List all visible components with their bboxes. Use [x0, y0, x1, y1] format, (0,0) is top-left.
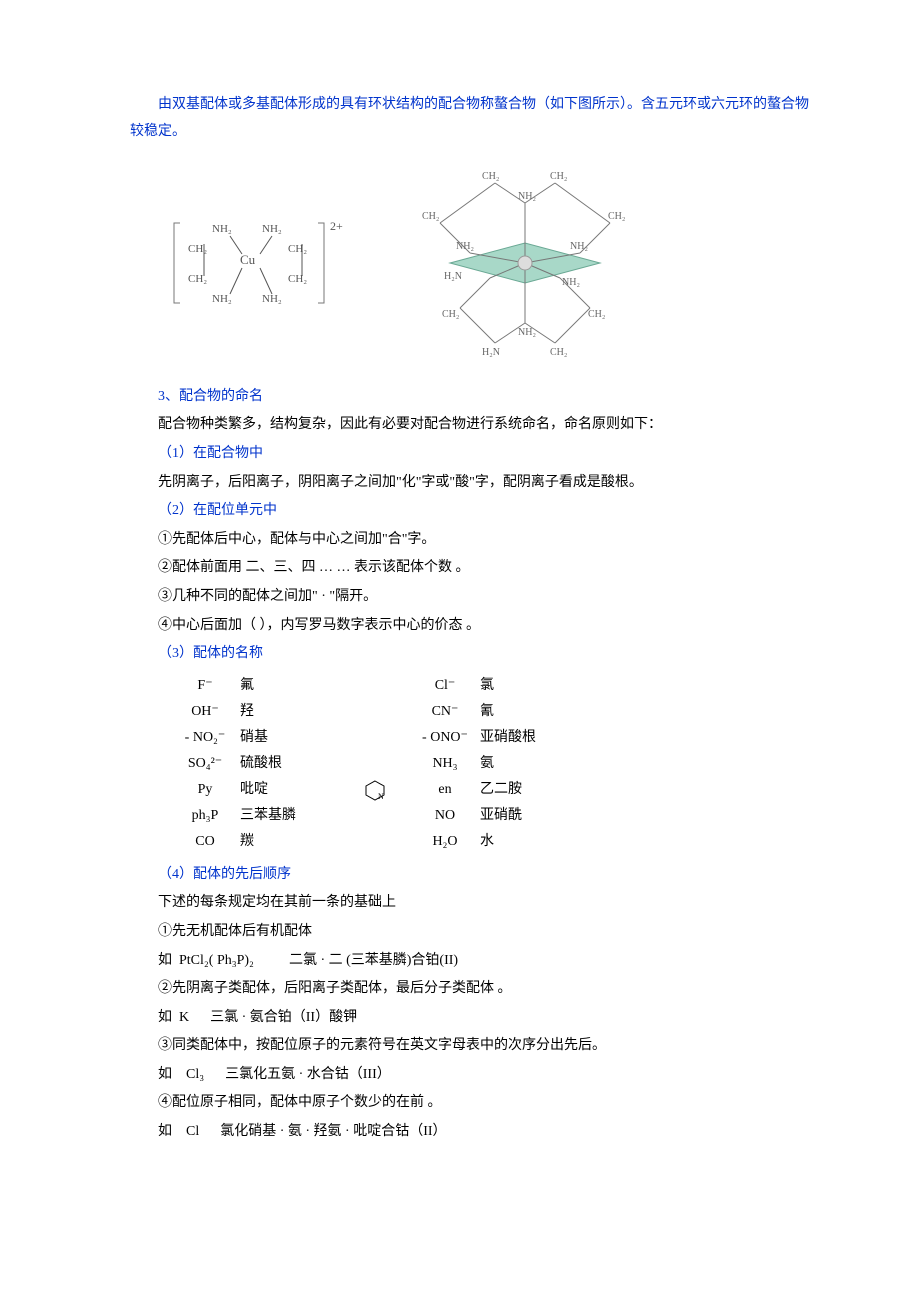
svg-text:NH₂: NH₂ [212, 293, 232, 305]
ligand-name: 乙二胺 [480, 777, 550, 804]
svg-text:NH₂: NH₂ [518, 327, 536, 338]
ligand-row: SO₄²⁻硫酸根 NH₃氨 [170, 752, 810, 778]
s4-rule: ①先无机配体后有机配体 [130, 919, 810, 946]
ligand-row: Py吡啶 Nen乙二胺 [170, 778, 810, 804]
s4-rule: ③同类配体中，按配位原子的元素符号在英文字母表中的次序分出先后。 [130, 1033, 810, 1060]
svg-text:H₂N: H₂N [482, 347, 500, 358]
sec3-s2-item-2: ③几种不同的配体之间加" · "隔开。 [130, 584, 810, 611]
figure-row: 2+ NH₂ NH₂ CH₂ CH₂ Cu CH₂ CH₂ NH₂ NH₂ [160, 163, 810, 374]
s4-example: 如 K 三氯 · 氨合铂（II）酸钾 [130, 1005, 810, 1032]
sec3-s2-title: （2）在配位单元中 [130, 498, 810, 525]
ligand-name: 水 [480, 829, 550, 856]
ligand-name: 氯 [480, 673, 550, 700]
page: 由双基配体或多基配体形成的具有环状结构的配合物称螯合物（如下图所示）。含五元环或… [0, 0, 920, 1302]
ligand-name: 氨 [480, 751, 550, 778]
ligand-formula: Py [170, 777, 240, 804]
svg-text:NH₂: NH₂ [570, 241, 588, 252]
svg-text:2+: 2+ [330, 219, 343, 233]
ligand-name: 亚硝酸根 [480, 725, 550, 752]
sec3-s1-body: 先阴离子，后阳离子，阴阳离子之间加"化"字或"酸"字，配阴离子看成是酸根。 [130, 470, 810, 497]
svg-text:CH₂: CH₂ [550, 347, 567, 358]
intro-paragraph: 由双基配体或多基配体形成的具有环状结构的配合物称螯合物（如下图所示）。含五元环或… [130, 92, 810, 145]
svg-text:NH₂: NH₂ [212, 223, 232, 235]
ligand-formula: OH⁻ [170, 699, 240, 726]
ligand-formula: F⁻ [170, 673, 240, 700]
svg-text:CH₂: CH₂ [288, 273, 307, 285]
svg-text:NH₂: NH₂ [262, 293, 282, 305]
ligand-formula: NH₃ [410, 751, 480, 778]
svg-text:CH₂: CH₂ [482, 171, 499, 182]
svg-text:CH₂: CH₂ [442, 309, 459, 320]
sec3-s4-items: ①先无机配体后有机配体如 PtCl₂( Ph₃P)₂ 二氯 · 二 (三苯基膦)… [130, 919, 810, 1146]
ligand-formula: - NO₂⁻ [170, 725, 240, 752]
ligand-formula: H₂O [410, 829, 480, 856]
ligand-formula: CN⁻ [410, 699, 480, 726]
sec3-s2-item-1: ②配体前面用 二、三、四 … … 表示该配体个数 。 [130, 555, 810, 582]
figure-octahedral: NH₂ NH₂ NH₂ NH₂ H₂N NH₂ CH₂ CH₂ CH₂ CH₂ … [400, 163, 650, 374]
ligand-extra: N [340, 777, 410, 804]
svg-text:NH₂: NH₂ [456, 241, 474, 252]
s4-example: 如 Cl 氯化硝基 · 氨 · 羟氨 · 吡啶合钴（II） [130, 1119, 810, 1146]
ligand-name: 羰 [240, 829, 340, 856]
ligand-name: 吡啶 [240, 777, 340, 804]
figure-cu-chelate: 2+ NH₂ NH₂ CH₂ CH₂ Cu CH₂ CH₂ NH₂ NH₂ [160, 208, 360, 329]
svg-text:Cu: Cu [240, 252, 256, 267]
svg-text:N: N [378, 792, 384, 801]
svg-text:CH₂: CH₂ [588, 309, 605, 320]
s4-rule: ②先阴离子类配体，后阳离子类配体，最后分子类配体 。 [130, 976, 810, 1003]
svg-text:CH₂: CH₂ [608, 211, 625, 222]
svg-text:H₂N: H₂N [444, 271, 462, 282]
svg-text:NH₂: NH₂ [262, 223, 282, 235]
ligand-formula: - ONO⁻ [410, 725, 480, 752]
ligand-row: - NO₂⁻硝基 - ONO⁻亚硝酸根 [170, 726, 810, 752]
ligand-name: 硫酸根 [240, 751, 340, 778]
ligand-row: F⁻氟 Cl⁻氯 [170, 674, 810, 700]
ligand-row: OH⁻羟 CN⁻氰 [170, 700, 810, 726]
ligand-name: 亚硝酰 [480, 803, 550, 830]
sec3-intro: 配合物种类繁多，结构复杂，因此有必要对配合物进行系统命名，命名原则如下： [130, 412, 810, 439]
ligand-formula: en [410, 777, 480, 804]
svg-text:NH₂: NH₂ [562, 277, 580, 288]
ligand-formula: CO [170, 829, 240, 856]
ligand-formula: ph₃P [170, 803, 240, 830]
sec3-title: 3、配合物的命名 [130, 384, 810, 411]
ligand-table: F⁻氟Cl⁻氯OH⁻羟CN⁻氰- NO₂⁻硝基- ONO⁻亚硝酸根SO₄²⁻硫酸… [170, 674, 810, 856]
ligand-name: 氰 [480, 699, 550, 726]
ligand-name: 硝基 [240, 725, 340, 752]
sec3-s2-item-3: ④中心后面加（ ），内写罗马数字表示中心的价态 。 [130, 613, 810, 640]
svg-text:NH₂: NH₂ [518, 191, 536, 202]
svg-text:CH₂: CH₂ [550, 171, 567, 182]
sec3-s2-item-0: ①先配体后中心，配体与中心之间加"合"字。 [130, 527, 810, 554]
sec3-s4-title: （4）配体的先后顺序 [130, 862, 810, 889]
sec3-s1-title: （1）在配合物中 [130, 441, 810, 468]
svg-text:CH₂: CH₂ [422, 211, 439, 222]
sec3-s3-title: （3）配体的名称 [130, 641, 810, 668]
ligand-name: 三苯基膦 [240, 803, 340, 830]
ligand-formula: Cl⁻ [410, 673, 480, 700]
s4-example: 如 PtCl₂( Ph₃P)₂ 二氯 · 二 (三苯基膦)合铂(II) [130, 948, 810, 975]
ligand-row: ph₃P三苯基膦 NO亚硝酰 [170, 804, 810, 830]
ligand-name: 氟 [240, 673, 340, 700]
ligand-formula: SO₄²⁻ [170, 751, 240, 778]
s4-example: 如 Cl₃ 三氯化五氨 · 水合钴（III） [130, 1062, 810, 1089]
ligand-row: CO羰 H₂O水 [170, 830, 810, 856]
ligand-formula: NO [410, 803, 480, 830]
s4-rule: ④配位原子相同，配体中原子个数少的在前 。 [130, 1090, 810, 1117]
svg-text:CH₂: CH₂ [288, 243, 307, 255]
ligand-name: 羟 [240, 699, 340, 726]
sec3-s4-intro: 下述的每条规定均在其前一条的基础上 [130, 890, 810, 917]
